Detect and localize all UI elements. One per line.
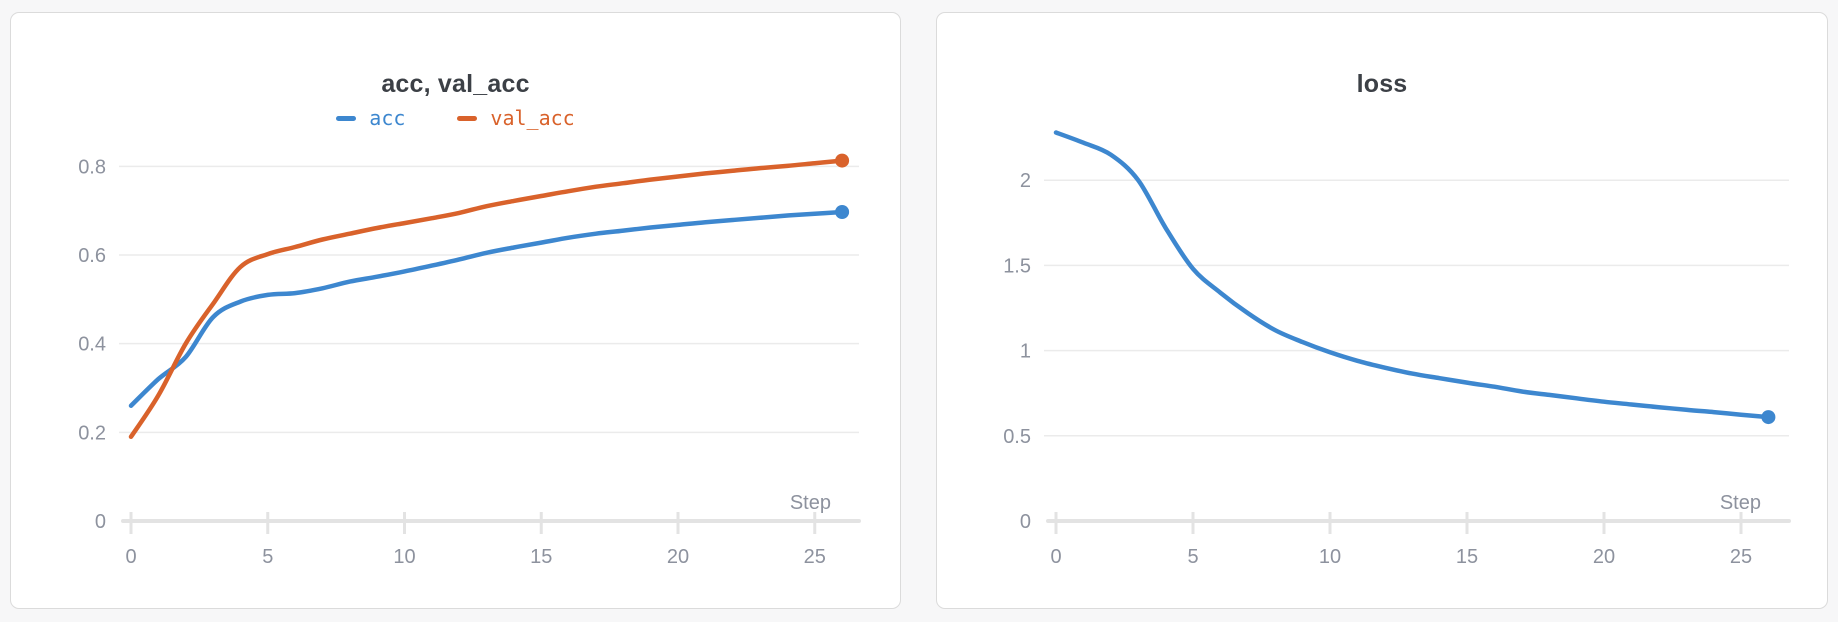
x-tick-label: 15 xyxy=(1456,546,1478,568)
y-tick-label: 0.6 xyxy=(78,245,106,267)
y-tick-label: 0.2 xyxy=(78,422,106,444)
legend-item-val-acc: val_acc xyxy=(457,106,575,130)
chart-legend-acc: acc val_acc xyxy=(11,106,900,130)
y-tick-label: 0 xyxy=(1020,511,1031,533)
x-tick-label: 10 xyxy=(1319,546,1341,568)
y-tick-label: 1.5 xyxy=(1003,255,1031,277)
series-line-val_acc xyxy=(128,158,845,440)
x-tick-label: 25 xyxy=(1730,546,1752,568)
endpoint-dot-acc xyxy=(835,204,850,219)
x-tick-label: 0 xyxy=(125,546,136,568)
x-tick-label: 10 xyxy=(393,546,415,568)
acc-plot-area[interactable]: 0 0.2 0.4 0.6 0.8 0 5 10 15 20 25 Step xyxy=(11,13,900,608)
legend-label-val-acc: val_acc xyxy=(490,106,575,130)
chart-card-loss: loss 0 0.5 1 1.5 2 0 5 10 15 20 25 Step xyxy=(936,12,1828,609)
legend-label-acc: acc xyxy=(369,106,406,130)
endpoint-dot-val_acc xyxy=(835,153,850,168)
y-tick-label: 0 xyxy=(95,511,106,533)
x-tick-label: 15 xyxy=(530,546,552,568)
acc-series-swatch-icon xyxy=(336,115,357,121)
y-tick-label: 0.4 xyxy=(78,334,106,356)
legend-item-acc: acc xyxy=(336,106,405,130)
series-line-acc xyxy=(128,209,845,408)
x-tick-label: 20 xyxy=(667,546,689,568)
x-tick-label: 5 xyxy=(1187,546,1198,568)
x-axis-title: Step xyxy=(1720,492,1761,514)
x-axis-title: Step xyxy=(790,492,831,514)
series-line-loss xyxy=(1053,130,1771,420)
y-tick-label: 1 xyxy=(1020,341,1031,363)
endpoint-dot-loss xyxy=(1761,410,1776,425)
x-tick-label: 5 xyxy=(262,546,273,568)
x-tick-label: 25 xyxy=(804,546,826,568)
y-tick-label: 2 xyxy=(1020,170,1031,192)
val-acc-series-swatch-icon xyxy=(457,115,478,121)
y-tick-label: 0.8 xyxy=(78,156,106,178)
chart-title-loss: loss xyxy=(1356,70,1408,98)
chart-title-acc: acc, val_acc xyxy=(381,70,530,98)
x-tick-label: 20 xyxy=(1593,546,1615,568)
chart-card-acc: acc, val_acc acc val_acc 0 0.2 0.4 0.6 0.8 0 5… xyxy=(10,12,901,609)
x-tick-label: 0 xyxy=(1050,546,1061,568)
y-tick-label: 0.5 xyxy=(1003,426,1031,448)
